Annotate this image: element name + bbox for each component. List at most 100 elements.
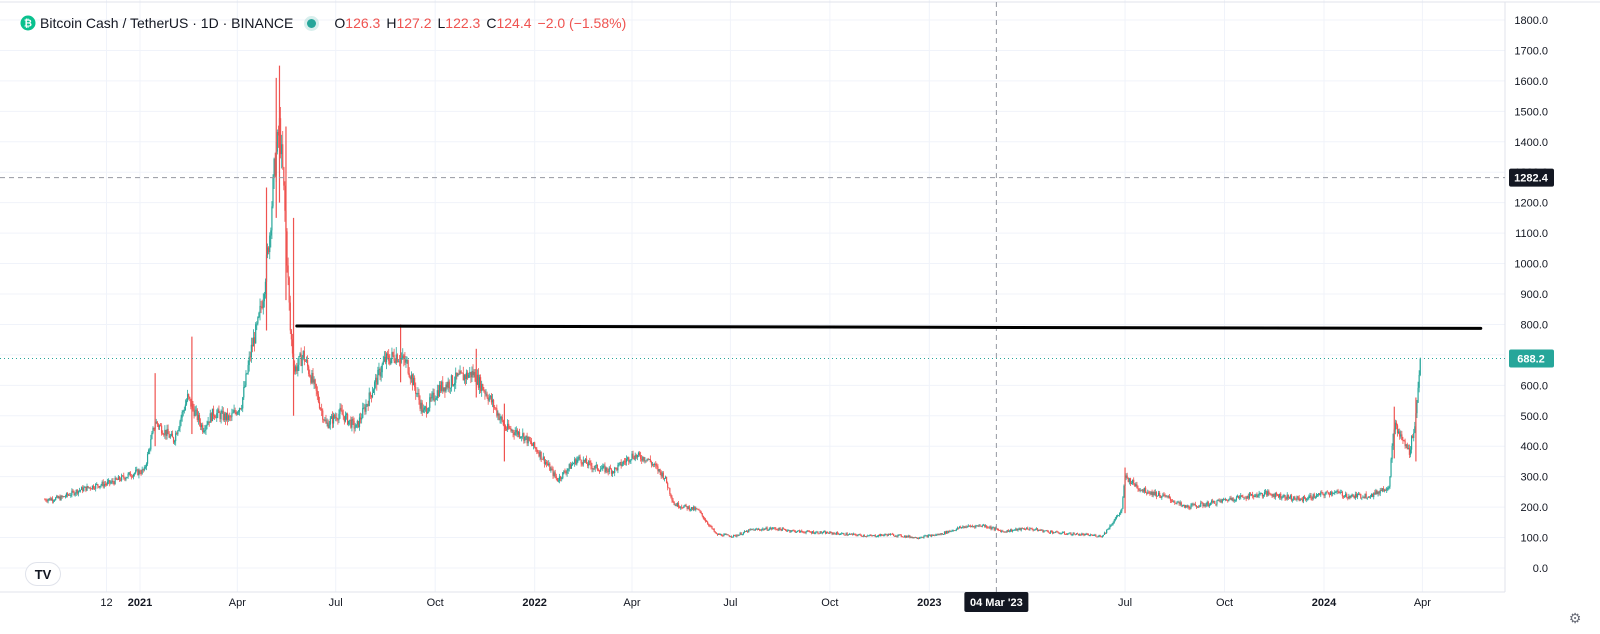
candle-body (600, 469, 602, 472)
candle-body (515, 430, 517, 433)
candle-body (1048, 532, 1050, 534)
candle-body (1033, 529, 1035, 531)
candle-body (977, 525, 979, 527)
candle-body (1046, 530, 1048, 532)
candle-body (627, 457, 629, 459)
candle-body (781, 528, 783, 531)
y-tick-label: 800.0 (1520, 319, 1548, 331)
candle-body (59, 496, 61, 501)
candle-body (1387, 488, 1389, 489)
candle-body (190, 398, 192, 407)
candle-body (675, 504, 677, 507)
candle-body (487, 397, 489, 401)
candle-body (888, 533, 890, 536)
candle-body (1069, 532, 1071, 534)
symbol-title[interactable]: Bitcoin Cash / TetherUS · 1D · BINANCE (40, 15, 294, 31)
candle-body (1237, 495, 1240, 499)
candle-body (462, 373, 464, 381)
candle-body (216, 413, 218, 419)
candle-body (256, 323, 258, 325)
candle-body (382, 361, 384, 365)
candle-body (547, 463, 549, 466)
candle-body (126, 477, 128, 479)
candle-body (691, 507, 694, 510)
candle-body (150, 439, 152, 450)
candle-body (543, 456, 545, 464)
candle-body (486, 393, 488, 398)
candle-body (1277, 495, 1280, 498)
candle-body (89, 487, 91, 489)
candle-body (702, 515, 704, 519)
candle-body (680, 506, 682, 508)
candle-body (445, 384, 447, 392)
candle-body (538, 452, 540, 457)
candle-body (766, 527, 768, 531)
candle-body (694, 506, 696, 510)
y-tick-label: 1200.0 (1514, 198, 1548, 210)
y-tick-label: 1800.0 (1514, 15, 1548, 27)
candle-body (1104, 532, 1107, 534)
candle-body (727, 534, 729, 536)
candle-body (296, 366, 298, 372)
candle-body (908, 535, 910, 538)
candle-body (632, 453, 634, 458)
candle-body (389, 360, 391, 364)
candle-body (148, 450, 150, 455)
candle-body (1322, 492, 1324, 495)
candle-body (214, 415, 216, 418)
candle-body (948, 530, 950, 533)
candle-body (1309, 495, 1311, 497)
candle-body (315, 384, 317, 391)
candle-body (1177, 501, 1179, 503)
candle-body (760, 529, 762, 531)
candle-body (161, 425, 163, 434)
candle-body (1040, 530, 1042, 531)
candle-body (431, 394, 433, 399)
price-axis[interactable]: 0.0100.0200.0300.0400.0500.0600.0700.080… (1509, 15, 1554, 575)
candle-body (1208, 505, 1210, 507)
x-tick-label: 2023 (917, 597, 941, 609)
candle-body (179, 421, 181, 428)
market-status-icon[interactable] (307, 18, 317, 28)
candle-body (887, 533, 889, 536)
candle-body (1362, 496, 1364, 498)
candle-body (539, 451, 541, 457)
candle-body (980, 526, 982, 527)
candle-body (528, 437, 530, 441)
candle-body (121, 475, 123, 481)
candle-body (751, 529, 753, 530)
candle-body (1297, 496, 1299, 498)
candle-body (723, 534, 725, 537)
candle-body (48, 498, 50, 500)
candle-body (485, 393, 487, 395)
candle-body (119, 479, 122, 481)
candle-body (448, 381, 450, 389)
candle-body (560, 476, 562, 479)
candle-body (277, 132, 280, 136)
candle-body (199, 422, 202, 428)
candle-body (960, 526, 962, 528)
drawn-horizontal-line[interactable] (295, 324, 1483, 330)
tradingview-logo-icon[interactable]: TV (26, 563, 60, 585)
candle-body (1144, 487, 1147, 493)
candle-body (764, 528, 766, 530)
candle-body (762, 528, 764, 530)
candle-body (1086, 533, 1088, 535)
candle-body (272, 177, 274, 207)
candle-body (297, 364, 299, 372)
candle-body (471, 370, 473, 378)
candle-body (52, 500, 55, 502)
last-price-badge (1509, 349, 1554, 368)
candle-body (1190, 504, 1192, 509)
candle-body (306, 360, 309, 367)
candle-body (950, 530, 952, 532)
candle-body (1063, 532, 1066, 534)
candle-body (807, 530, 809, 532)
gear-icon[interactable]: ⚙ (1568, 610, 1582, 626)
candle-body (1390, 459, 1392, 477)
candle-body (607, 470, 609, 472)
x-tick-label: Oct (821, 597, 838, 609)
candle-body (1188, 505, 1190, 508)
candle-body (268, 247, 270, 253)
time-axis[interactable]: 12 2021 Apr Jul Oct 2022 Apr Jul Oct 2023 Jul Oct 20… (100, 592, 1431, 612)
